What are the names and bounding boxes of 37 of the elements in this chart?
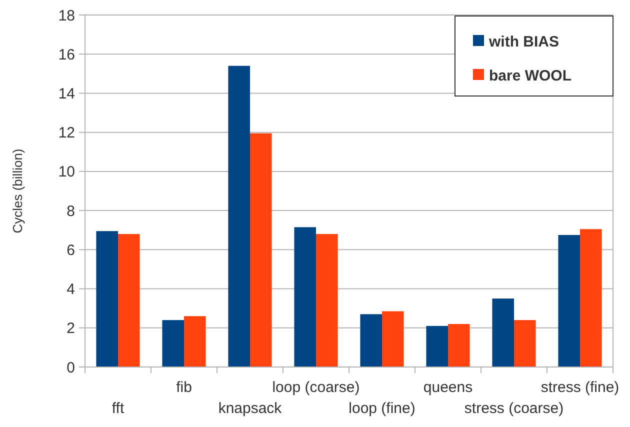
x-tick-label: loop (fine) xyxy=(348,400,416,417)
y-tick-label: 2 xyxy=(66,320,75,338)
x-tick-label: fib xyxy=(176,379,192,396)
y-tick-label: 18 xyxy=(58,7,75,24)
x-tick-label: loop (coarse) xyxy=(272,379,360,396)
y-tick-label: 0 xyxy=(66,359,75,376)
y-tick-label: 8 xyxy=(66,202,75,220)
bar xyxy=(580,229,602,367)
legend-label: bare WOOL xyxy=(489,67,572,84)
x-tick-label: stress (coarse) xyxy=(464,400,564,417)
bar xyxy=(492,298,514,367)
x-tick-label: fft xyxy=(112,400,125,417)
y-tick-label: 14 xyxy=(58,85,75,102)
x-tick-label: stress (fine) xyxy=(540,379,620,396)
bar xyxy=(382,311,404,367)
bar xyxy=(118,234,140,367)
y-tick-label: 12 xyxy=(58,124,75,142)
bar xyxy=(316,234,338,367)
bar xyxy=(448,324,470,367)
y-tick-label: 4 xyxy=(66,281,75,298)
bar xyxy=(96,231,118,367)
bar xyxy=(250,133,272,367)
bar xyxy=(558,235,580,367)
x-tick-label: knapsack xyxy=(218,400,282,417)
y-tick-label: 10 xyxy=(58,164,75,181)
legend-label: with BIAS xyxy=(488,33,559,50)
y-axis-title: Cycles (billion) xyxy=(10,148,25,234)
bar xyxy=(228,66,250,367)
bar xyxy=(162,320,184,367)
bar xyxy=(294,227,316,367)
bar xyxy=(360,314,382,367)
y-tick-label: 16 xyxy=(58,46,75,64)
x-tick-label: queens xyxy=(423,379,473,396)
bar xyxy=(184,316,206,367)
bar xyxy=(426,326,448,367)
y-tick-label: 6 xyxy=(66,242,75,259)
bar xyxy=(514,320,536,367)
